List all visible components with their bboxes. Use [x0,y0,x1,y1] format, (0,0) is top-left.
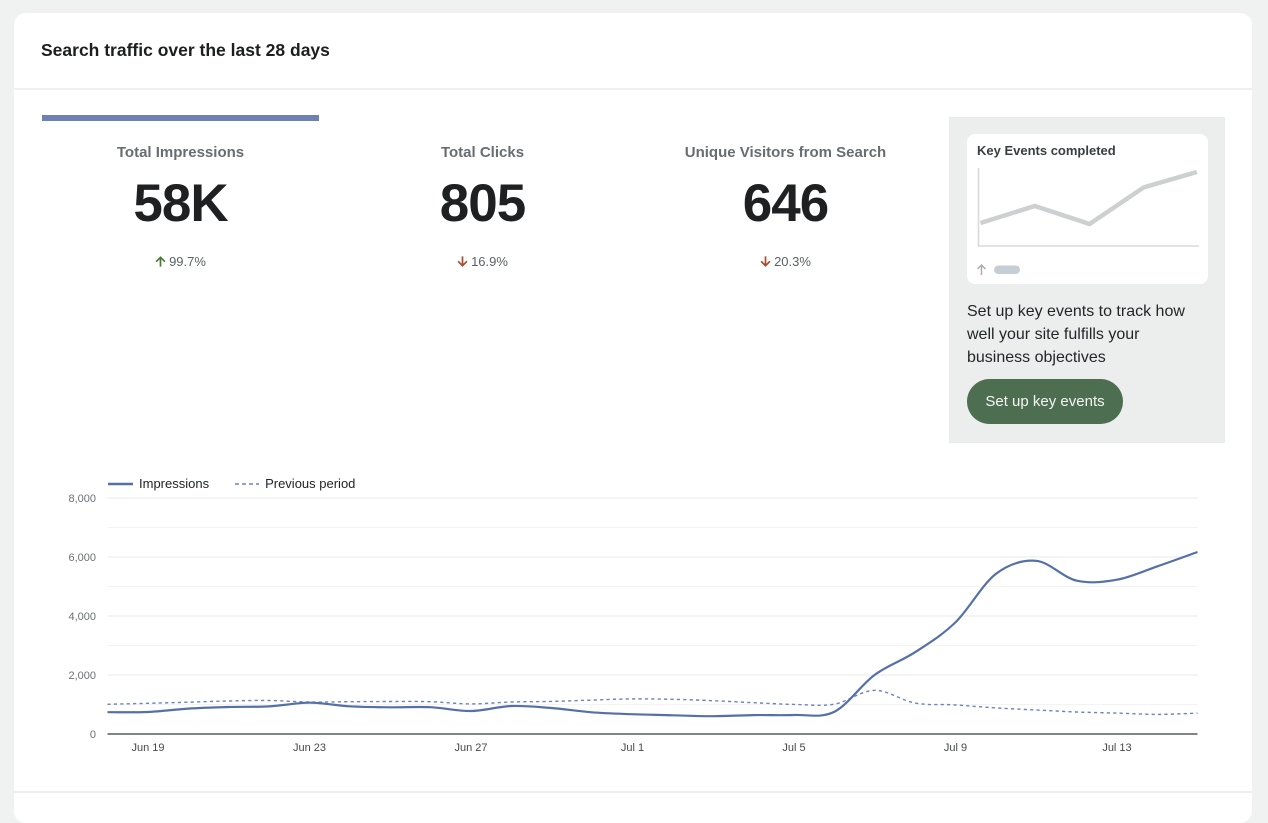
svg-text:Jul 5: Jul 5 [782,742,805,754]
svg-text:8,000: 8,000 [68,493,96,505]
svg-text:0: 0 [90,729,96,741]
svg-text:Jun 27: Jun 27 [454,742,487,754]
svg-text:Jun 19: Jun 19 [131,742,164,754]
svg-text:Jun 23: Jun 23 [293,742,326,754]
svg-text:2,000: 2,000 [68,670,96,682]
svg-text:Jul 1: Jul 1 [621,742,644,754]
svg-text:6,000: 6,000 [68,552,96,564]
svg-text:Jul 9: Jul 9 [944,742,967,754]
svg-text:4,000: 4,000 [68,611,96,623]
svg-text:Jul 13: Jul 13 [1102,742,1131,754]
